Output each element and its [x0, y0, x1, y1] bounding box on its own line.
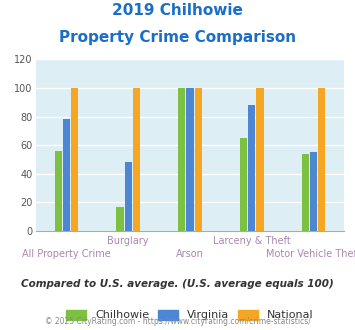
Text: Arson: Arson	[176, 249, 204, 259]
Bar	[256, 88, 263, 231]
Bar	[310, 152, 317, 231]
Bar	[195, 88, 202, 231]
Bar	[318, 88, 325, 231]
Text: Compared to U.S. average. (U.S. average equals 100): Compared to U.S. average. (U.S. average …	[21, 279, 334, 289]
Legend: Chilhowie, Virginia, National: Chilhowie, Virginia, National	[62, 305, 318, 325]
Bar	[71, 88, 78, 231]
Bar	[186, 88, 193, 231]
Text: Motor Vehicle Theft: Motor Vehicle Theft	[266, 249, 355, 259]
Bar	[55, 151, 62, 231]
Text: All Property Crime: All Property Crime	[22, 249, 111, 259]
Bar	[116, 207, 124, 231]
Text: Property Crime Comparison: Property Crime Comparison	[59, 30, 296, 45]
Text: 2019 Chilhowie: 2019 Chilhowie	[112, 3, 243, 18]
Bar	[302, 154, 309, 231]
Bar	[63, 119, 70, 231]
Bar	[240, 138, 247, 231]
Bar	[178, 88, 185, 231]
Text: Larceny & Theft: Larceny & Theft	[213, 236, 291, 246]
Bar	[133, 88, 140, 231]
Bar	[125, 162, 132, 231]
Text: Burglary: Burglary	[108, 236, 149, 246]
Text: © 2025 CityRating.com - https://www.cityrating.com/crime-statistics/: © 2025 CityRating.com - https://www.city…	[45, 317, 310, 326]
Bar	[248, 105, 255, 231]
